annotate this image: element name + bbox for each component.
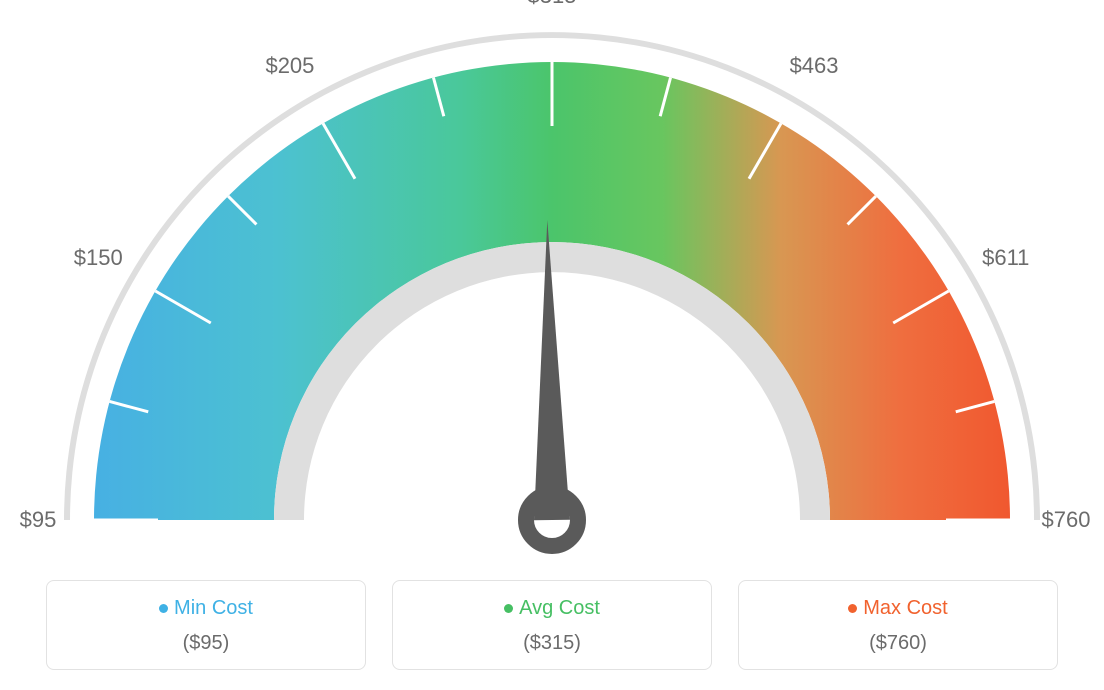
legend-label-avg: Avg Cost [519, 597, 600, 620]
gauge-scale-label: $150 [74, 245, 123, 271]
gauge-svg [0, 0, 1104, 560]
legend-label-max: Max Cost [863, 597, 947, 620]
legend-title-max: Max Cost [848, 597, 947, 620]
gauge-scale-label: $760 [1042, 507, 1091, 533]
legend-value-avg: ($315) [403, 632, 701, 655]
legend-card-avg: Avg Cost ($315) [392, 580, 712, 670]
legend-value-min: ($95) [57, 632, 355, 655]
legend-row: Min Cost ($95) Avg Cost ($315) Max Cost … [0, 580, 1104, 670]
legend-dot-max [848, 604, 857, 613]
legend-card-max: Max Cost ($760) [738, 580, 1058, 670]
legend-value-max: ($760) [749, 632, 1047, 655]
gauge-scale-label: $95 [20, 507, 57, 533]
legend-label-min: Min Cost [174, 597, 253, 620]
legend-card-min: Min Cost ($95) [46, 580, 366, 670]
legend-dot-avg [504, 604, 513, 613]
gauge-scale-label: $611 [982, 245, 1029, 271]
legend-title-min: Min Cost [159, 597, 253, 620]
legend-title-avg: Avg Cost [504, 597, 600, 620]
gauge-scale-label: $315 [528, 0, 577, 9]
gauge-scale-label: $463 [790, 53, 839, 79]
cost-gauge: $95 $150 $205 $315 $463 $611 $760 [0, 0, 1104, 560]
gauge-scale-label: $205 [265, 53, 314, 79]
legend-dot-min [159, 604, 168, 613]
